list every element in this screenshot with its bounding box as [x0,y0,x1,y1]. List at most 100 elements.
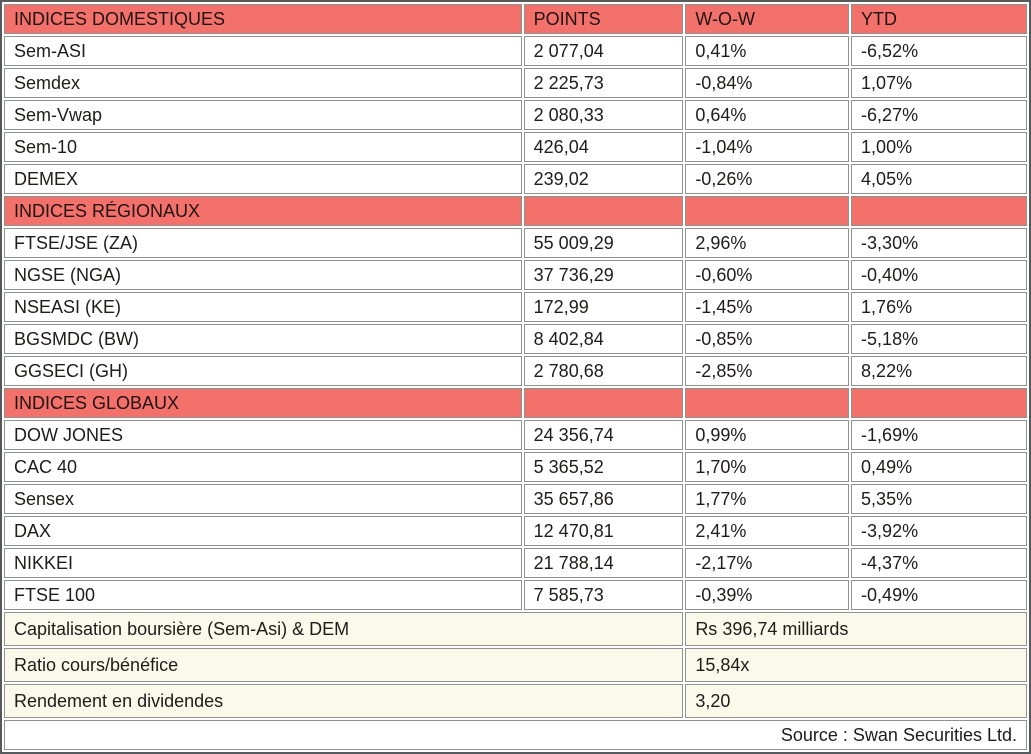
section-header-row: INDICES DOMESTIQUES POINTS W-O-W YTD [4,4,1027,34]
wow-cell: 1,77% [685,484,850,514]
ytd-cell: -6,27% [851,100,1027,130]
table-row: Sem-ASI 2 077,04 0,41% -6,52% [4,36,1027,66]
column-header-cell: W-O-W [685,4,850,34]
table-row: NSEASI (KE) 172,99 -1,45% 1,76% [4,292,1027,322]
table-row: Sem-10 426,04 -1,04% 1,00% [4,132,1027,162]
table-row: NIKKEI 21 788,14 -2,17% -4,37% [4,548,1027,578]
ytd-cell: -0,49% [851,580,1027,610]
points-cell: 37 736,29 [523,260,684,290]
index-name-cell: DEMEX [4,164,522,194]
summary-label-cell: Capitalisation boursière (Sem-Asi) & DEM [4,612,684,646]
summary-row: Capitalisation boursière (Sem-Asi) & DEM… [4,612,1027,646]
index-name-cell: NIKKEI [4,548,522,578]
wow-cell: -0,26% [685,164,850,194]
wow-cell: -2,85% [685,356,850,386]
ytd-cell: 4,05% [851,164,1027,194]
source-row: Source : Swan Securities Ltd. [4,720,1027,750]
ytd-cell: -0,40% [851,260,1027,290]
points-cell: 7 585,73 [523,580,684,610]
index-name-cell: Semdex [4,68,522,98]
index-name-cell: FTSE/JSE (ZA) [4,228,522,258]
summary-value-cell: 15,84x [685,648,1027,682]
points-cell: 2 080,33 [523,100,684,130]
table-row: Semdex 2 225,73 -0,84% 1,07% [4,68,1027,98]
index-name-cell: NSEASI (KE) [4,292,522,322]
ytd-cell: 1,76% [851,292,1027,322]
index-name-cell: DOW JONES [4,420,522,450]
column-header-cell: POINTS [523,4,684,34]
ytd-cell: -5,18% [851,324,1027,354]
index-name-cell: FTSE 100 [4,580,522,610]
section-title-cell: INDICES GLOBAUX [4,388,522,418]
column-header-cell: YTD [851,4,1027,34]
table-row: BGSMDC (BW) 8 402,84 -0,85% -5,18% [4,324,1027,354]
column-spacer-cell [685,196,850,226]
points-cell: 21 788,14 [523,548,684,578]
table-row: DOW JONES 24 356,74 0,99% -1,69% [4,420,1027,450]
table-row: FTSE/JSE (ZA) 55 009,29 2,96% -3,30% [4,228,1027,258]
table-row: Sem-Vwap 2 080,33 0,64% -6,27% [4,100,1027,130]
wow-cell: -0,60% [685,260,850,290]
table-row: DAX 12 470,81 2,41% -3,92% [4,516,1027,546]
column-spacer-cell [523,196,684,226]
wow-cell: 0,41% [685,36,850,66]
section-title-cell: INDICES DOMESTIQUES [4,4,522,34]
index-name-cell: Sensex [4,484,522,514]
wow-cell: -0,84% [685,68,850,98]
points-cell: 55 009,29 [523,228,684,258]
ytd-cell: -1,69% [851,420,1027,450]
section-header-row: INDICES GLOBAUX [4,388,1027,418]
column-spacer-cell [523,388,684,418]
wow-cell: 1,70% [685,452,850,482]
table-row: CAC 40 5 365,52 1,70% 0,49% [4,452,1027,482]
index-name-cell: Sem-ASI [4,36,522,66]
summary-label-cell: Rendement en dividendes [4,684,684,718]
ytd-cell: -3,30% [851,228,1027,258]
index-name-cell: DAX [4,516,522,546]
points-cell: 426,04 [523,132,684,162]
index-name-cell: Sem-Vwap [4,100,522,130]
points-cell: 239,02 [523,164,684,194]
summary-value-cell: 3,20 [685,684,1027,718]
wow-cell: -0,39% [685,580,850,610]
index-name-cell: Sem-10 [4,132,522,162]
wow-cell: 2,41% [685,516,850,546]
index-name-cell: CAC 40 [4,452,522,482]
table-row: GGSECI (GH) 2 780,68 -2,85% 8,22% [4,356,1027,386]
points-cell: 12 470,81 [523,516,684,546]
wow-cell: 0,99% [685,420,850,450]
summary-label-cell: Ratio cours/bénéfice [4,648,684,682]
points-cell: 2 077,04 [523,36,684,66]
wow-cell: -2,17% [685,548,850,578]
ytd-cell: 1,00% [851,132,1027,162]
points-cell: 172,99 [523,292,684,322]
table-row: Sensex 35 657,86 1,77% 5,35% [4,484,1027,514]
wow-cell: -1,45% [685,292,850,322]
ytd-cell: -3,92% [851,516,1027,546]
index-name-cell: GGSECI (GH) [4,356,522,386]
table-row: FTSE 100 7 585,73 -0,39% -0,49% [4,580,1027,610]
source-cell: Source : Swan Securities Ltd. [4,720,1027,750]
summary-value-cell: Rs 396,74 milliards [685,612,1027,646]
table-row: NGSE (NGA) 37 736,29 -0,60% -0,40% [4,260,1027,290]
ytd-cell: 5,35% [851,484,1027,514]
wow-cell: -0,85% [685,324,850,354]
index-name-cell: BGSMDC (BW) [4,324,522,354]
points-cell: 2 780,68 [523,356,684,386]
points-cell: 8 402,84 [523,324,684,354]
section-title-cell: INDICES RÉGIONAUX [4,196,522,226]
ytd-cell: -6,52% [851,36,1027,66]
points-cell: 35 657,86 [523,484,684,514]
points-cell: 24 356,74 [523,420,684,450]
section-header-row: INDICES RÉGIONAUX [4,196,1027,226]
wow-cell: -1,04% [685,132,850,162]
summary-row: Ratio cours/bénéfice 15,84x [4,648,1027,682]
ytd-cell: 0,49% [851,452,1027,482]
index-name-cell: NGSE (NGA) [4,260,522,290]
summary-row: Rendement en dividendes 3,20 [4,684,1027,718]
wow-cell: 0,64% [685,100,850,130]
table-row: DEMEX 239,02 -0,26% 4,05% [4,164,1027,194]
ytd-cell: 8,22% [851,356,1027,386]
